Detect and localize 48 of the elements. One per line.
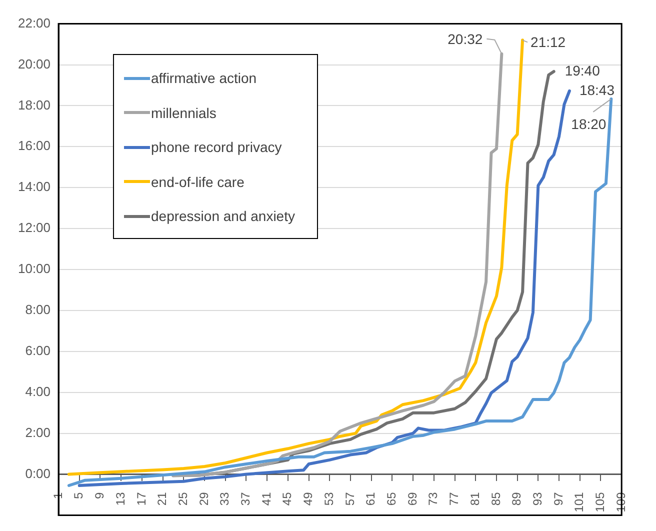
legend-label: millennials xyxy=(151,104,216,121)
annotation: 20:32 xyxy=(448,30,483,47)
x-tick-label: 5 xyxy=(72,492,86,499)
x-tick-label: 29 xyxy=(196,492,211,506)
x-tick-label: 21 xyxy=(155,492,170,506)
annotation: 18:20 xyxy=(571,116,606,132)
x-tick-label: 93 xyxy=(530,492,544,506)
x-tick-label: 85 xyxy=(488,492,503,506)
annotation: 18:43 xyxy=(579,82,615,98)
y-tick-label: 10:00 xyxy=(18,261,51,276)
y-tick-label: 12:00 xyxy=(18,220,51,236)
x-tick-label: 101 xyxy=(572,492,586,512)
x-tick-label: 69 xyxy=(405,492,420,506)
legend-label: end-of-life care xyxy=(151,174,244,190)
x-tick-label: 65 xyxy=(384,492,399,506)
x-tick-label: 77 xyxy=(447,492,462,506)
y-tick-label: 4:00 xyxy=(25,384,51,399)
x-tick-label: 49 xyxy=(301,492,316,506)
x-tick-label: 81 xyxy=(468,492,482,506)
x-tick-label: 41 xyxy=(259,492,274,506)
x-tick-label: 53 xyxy=(322,492,336,506)
y-tick-label: 6:00 xyxy=(25,342,51,358)
x-tick-label: 97 xyxy=(551,492,566,506)
x-tick-label: 25 xyxy=(176,492,190,506)
x-tick-label: 13 xyxy=(113,492,128,506)
legend-label: depression and anxiety xyxy=(151,208,295,224)
x-tick-label: 105 xyxy=(593,492,608,512)
y-tick-label: 16:00 xyxy=(18,138,51,154)
y-tick-label: 8:00 xyxy=(25,302,51,318)
x-tick-label: 89 xyxy=(510,492,524,506)
y-tick-label: 18:00 xyxy=(18,97,51,112)
y-tick-label: 20:00 xyxy=(18,56,51,72)
x-tick-label: 45 xyxy=(280,492,294,506)
annotation: 21:12 xyxy=(530,34,566,50)
x-tick-label: 57 xyxy=(342,492,357,506)
y-tick-label: 2:00 xyxy=(25,424,51,440)
x-tick-label: 33 xyxy=(218,492,232,506)
x-tick-label: 9 xyxy=(92,492,107,499)
x-tick-label: 37 xyxy=(238,492,253,506)
x-tick-label: 17 xyxy=(134,492,148,506)
annotation: 19:40 xyxy=(564,62,600,78)
legend-label: phone record privacy xyxy=(151,139,282,156)
x-tick-label: 73 xyxy=(426,492,440,506)
y-tick-label: 22:00 xyxy=(18,15,51,30)
legend-label: affirmative action xyxy=(151,70,257,86)
x-tick-label: 61 xyxy=(364,492,378,506)
y-tick-label: 0:00 xyxy=(25,466,51,481)
y-tick-label: 14:00 xyxy=(18,179,51,194)
